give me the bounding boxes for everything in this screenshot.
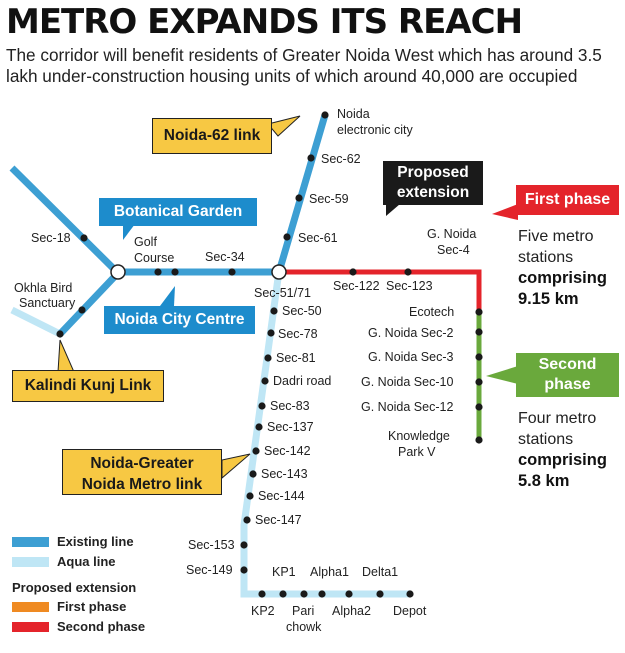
station-sec50: Sec-50 — [282, 304, 322, 318]
station-pari-chowk: Pari chowk — [286, 604, 322, 634]
callout-noida62: Noida-62 link — [152, 118, 272, 154]
station-sec144: Sec-144 — [258, 489, 305, 503]
station-gn-sec10: G. Noida Sec-10 — [361, 375, 453, 389]
station-gn-sec3: G. Noida Sec-3 — [368, 350, 454, 364]
legend-aqua-swatch — [12, 557, 49, 567]
station-depot: Depot — [393, 604, 427, 618]
station-golf-course: Golf Course — [134, 235, 174, 265]
callout-ngnm-line1: Noida-Greater — [90, 455, 194, 472]
first-phase-pointer — [492, 204, 518, 220]
aqua-line — [240, 270, 410, 598]
legend-second-swatch — [12, 622, 49, 632]
station-sec142: Sec-142 — [264, 444, 311, 458]
legend-proposed-heading: Proposed extension — [12, 580, 137, 595]
first-phase-line3: comprising — [518, 269, 607, 287]
first-phase-line — [279, 269, 482, 312]
station-sec123: Sec-123 — [386, 279, 433, 293]
city-centre-pointer — [160, 286, 175, 306]
legend-existing-swatch — [12, 537, 49, 547]
callout-noida-greater-noida-metro: Noida-Greater Noida Metro link — [62, 449, 222, 495]
proposed-line2: extension — [396, 184, 470, 201]
legend-first-swatch — [12, 602, 49, 612]
station-kp5: Knowledge Park V — [388, 429, 450, 459]
station-sec62: Sec-62 — [321, 152, 361, 166]
station-sec143: Sec-143 — [261, 467, 308, 481]
sec51-interchange — [271, 264, 287, 280]
second-phase-title2: phase — [544, 376, 591, 393]
headline: METRO EXPANDS ITS REACH — [6, 2, 523, 42]
kalindi-pointer — [57, 339, 75, 373]
proposed-line1: Proposed — [397, 164, 469, 181]
station-sec153: Sec-153 — [188, 538, 235, 552]
callout-ngnm-line2: Noida Metro link — [81, 476, 203, 493]
second-phase-line3: comprising — [518, 451, 607, 469]
callout-proposed-extension: Proposed extension — [383, 161, 483, 205]
second-phase-title1: Second — [538, 356, 597, 373]
callout-kalindi-kunj: Kalindi Kunj Link — [12, 370, 164, 402]
station-sec59: Sec-59 — [309, 192, 349, 206]
station-sec147: Sec-147 — [255, 513, 302, 527]
station-dots — [56, 111, 483, 598]
proposed-pointer — [386, 204, 400, 216]
legend-second-label: Second phase — [57, 619, 146, 634]
station-sec34: Sec-34 — [205, 250, 245, 264]
legend-first-label: First phase — [57, 599, 127, 614]
station-gn-sec2: G. Noida Sec-2 — [368, 326, 454, 340]
station-sec83: Sec-83 — [270, 399, 310, 413]
callout-botanical-garden: Botanical Garden — [99, 198, 257, 226]
station-gn-sec12: G. Noida Sec-12 — [361, 400, 453, 414]
ngnm-pointer — [221, 453, 251, 480]
noida62-pointer — [267, 115, 301, 137]
station-gn-sec4: G. Noida Sec-4 — [427, 227, 476, 257]
station-ecotech: Ecotech — [409, 305, 454, 319]
station-sec81: Sec-81 — [276, 351, 316, 365]
existing-line-kalindi — [57, 270, 121, 337]
station-okhla: Okhla Bird Sanctuary — [14, 281, 76, 310]
first-phase-line1: Five metro — [518, 228, 594, 245]
second-phase-title: Second phase — [516, 353, 619, 397]
station-sec78: Sec-78 — [278, 327, 318, 341]
station-sec61: Sec-61 — [298, 231, 338, 245]
station-dadri: Dadri road — [273, 374, 331, 388]
station-kp2: KP2 — [251, 604, 275, 618]
station-sec18: Sec-18 — [31, 231, 71, 245]
botanical-garden-interchange — [110, 264, 126, 280]
second-phase-pointer — [486, 366, 518, 384]
station-alpha2: Alpha2 — [332, 604, 371, 618]
botanical-pointer — [123, 224, 135, 240]
station-sec137: Sec-137 — [267, 420, 314, 434]
station-alpha1: Alpha1 — [310, 565, 349, 579]
legend-existing-label: Existing line — [57, 534, 134, 549]
second-phase-description: Four metro stations comprising 5.8 km — [518, 408, 607, 492]
callout-noida-city-centre: Noida City Centre — [104, 306, 255, 334]
station-sec122: Sec-122 — [333, 279, 380, 293]
station-sec51: Sec-51/71 — [254, 286, 311, 300]
station-delta1: Delta1 — [362, 565, 398, 579]
first-phase-title: First phase — [516, 185, 619, 215]
second-phase-line2: stations — [518, 431, 574, 448]
station-kp1: KP1 — [272, 565, 296, 579]
first-phase-line2: stations — [518, 249, 574, 266]
station-sec149: Sec-149 — [186, 563, 233, 577]
second-phase-line1: Four metro — [518, 410, 597, 427]
first-phase-line4: 9.15 km — [518, 290, 579, 308]
second-phase-line4: 5.8 km — [518, 472, 570, 490]
first-phase-description: Five metro stations comprising 9.15 km — [518, 226, 607, 310]
existing-line-sec18 — [9, 165, 121, 276]
subheadline: The corridor will benefit residents of G… — [6, 45, 602, 86]
legend-aqua-label: Aqua line — [57, 554, 116, 569]
station-noida-ec: Noida electronic city — [337, 107, 413, 137]
